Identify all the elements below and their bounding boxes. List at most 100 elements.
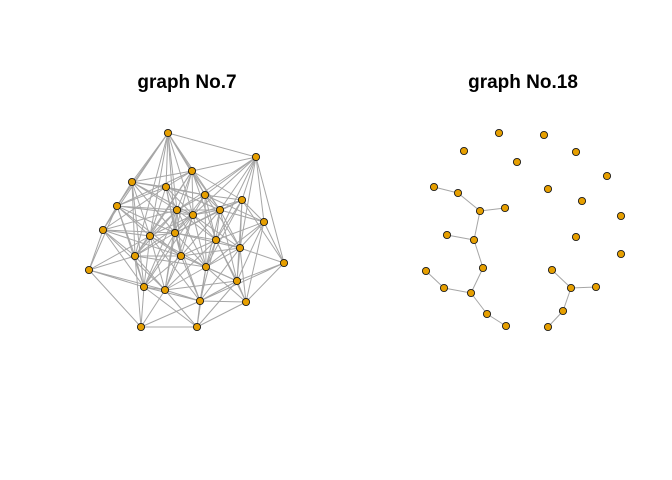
graph-left-edge-8 bbox=[149, 132, 169, 237]
graph-left-node-16 bbox=[130, 251, 140, 261]
graph-left-edge-96 bbox=[180, 209, 221, 257]
graph-right-nodes bbox=[421, 128, 626, 332]
graph-left-edge-65 bbox=[241, 199, 265, 223]
graph-left-edge-24 bbox=[131, 170, 193, 183]
graph-left-node-7 bbox=[112, 201, 122, 211]
graph-left-edge-105 bbox=[192, 214, 207, 268]
graph-right-node-23 bbox=[591, 282, 601, 292]
graph-left-edge-184 bbox=[199, 300, 247, 303]
graph-left-edge-172 bbox=[199, 262, 285, 302]
graph-right-node-21 bbox=[466, 288, 476, 298]
graph-right-node-14 bbox=[469, 235, 479, 245]
graph-right-node-5 bbox=[602, 171, 612, 181]
graph-left-edge-177 bbox=[164, 289, 201, 302]
graph-left-edge-169 bbox=[88, 269, 166, 291]
graph-left-edge-148 bbox=[134, 255, 166, 291]
graph-right-node-10 bbox=[475, 206, 485, 216]
graph-left-edge-123 bbox=[134, 235, 151, 257]
graph-left-edge-85 bbox=[176, 209, 217, 241]
graph-left-edge-186 bbox=[196, 300, 201, 328]
graph-left-edge-19 bbox=[215, 156, 257, 241]
graph-left-edge-74 bbox=[116, 205, 151, 237]
graph-left-edge-3 bbox=[167, 132, 206, 196]
graph-left-edge-152 bbox=[143, 255, 182, 288]
graph-left-edge-113 bbox=[245, 221, 265, 303]
graph-left-edge-34 bbox=[165, 170, 193, 188]
graph-left-edge-101 bbox=[174, 214, 194, 234]
graph-right-node-22 bbox=[566, 283, 576, 293]
graph-left-edge-78 bbox=[116, 205, 194, 216]
graph-right-edge-3 bbox=[473, 210, 481, 241]
graph-right-node-19 bbox=[547, 265, 557, 275]
graph-left-edge-146 bbox=[88, 255, 136, 271]
graph-left-edge-165 bbox=[239, 247, 247, 303]
graph-left-edge-181 bbox=[199, 280, 238, 302]
graph-left-edge-95 bbox=[219, 209, 241, 249]
graph-right-node-25 bbox=[558, 306, 568, 316]
graph-left-edge-45 bbox=[191, 170, 243, 201]
graph-left-edge-171 bbox=[245, 262, 285, 303]
graph-left-edge-136 bbox=[174, 232, 241, 249]
graph-left-node-17 bbox=[176, 251, 186, 261]
graph-right-node-27 bbox=[543, 322, 553, 332]
graph-left-edge-10 bbox=[167, 132, 257, 158]
graph-right-edge-2 bbox=[479, 207, 506, 212]
graph-left-node-5 bbox=[200, 190, 210, 200]
graph-left-node-8 bbox=[172, 205, 182, 215]
graph-left-edge-13 bbox=[191, 156, 257, 172]
graph-left-edge-48 bbox=[191, 170, 194, 216]
graph-right-edge-4 bbox=[446, 234, 475, 241]
graph-left-node-28 bbox=[192, 322, 202, 332]
graph-left-edge-54 bbox=[204, 194, 243, 201]
graph-right-node-15 bbox=[571, 232, 581, 242]
graph-right-node-9 bbox=[577, 196, 587, 206]
graph-left-title: graph No.7 bbox=[137, 72, 237, 93]
graph-left-node-15 bbox=[211, 235, 221, 245]
graph-left-edge-111 bbox=[263, 221, 285, 264]
graph-left-edge-140 bbox=[215, 239, 241, 249]
graph-left-edge-1 bbox=[165, 132, 169, 188]
graph-left-edge-52 bbox=[116, 170, 193, 207]
graph-left-edge-158 bbox=[205, 266, 238, 282]
graph-left-edge-62 bbox=[204, 194, 207, 268]
graph-left-edge-66 bbox=[215, 199, 243, 241]
graph-right-node-24 bbox=[482, 309, 492, 319]
graph-right-node-18 bbox=[478, 263, 488, 273]
graph-right-edge-7 bbox=[443, 287, 472, 294]
graph-left-edges bbox=[88, 132, 285, 328]
graph-left-edge-133 bbox=[174, 232, 207, 268]
graph-left-edge-174 bbox=[140, 286, 145, 328]
graph-left-edge-179 bbox=[164, 289, 198, 328]
graph-left-edge-180 bbox=[164, 280, 238, 291]
graph-left-edge-47 bbox=[191, 170, 221, 211]
graph-left-edge-14 bbox=[204, 156, 257, 196]
graph-right-node-13 bbox=[442, 230, 452, 240]
graph-left-edge-37 bbox=[165, 186, 178, 211]
graph-left-edge-156 bbox=[180, 247, 241, 257]
graph-left-edge-118 bbox=[88, 229, 104, 271]
graph-left-edge-185 bbox=[140, 300, 201, 328]
graph-left-edge-154 bbox=[180, 255, 201, 302]
graph-right-node-1 bbox=[539, 130, 549, 140]
graph-left-edge-99 bbox=[174, 209, 221, 234]
graph-left-edge-183 bbox=[196, 280, 238, 328]
graph-left-edge-77 bbox=[88, 205, 118, 271]
graph-left-node-22 bbox=[139, 282, 149, 292]
graph-left-edge-131 bbox=[134, 232, 176, 257]
graph-left-edge-18 bbox=[255, 156, 265, 223]
graph-left-edge-55 bbox=[176, 194, 206, 211]
graph-left-edge-92 bbox=[192, 209, 221, 216]
graph-right-edge-12 bbox=[570, 286, 597, 289]
graph-right-node-4 bbox=[512, 157, 522, 167]
graph-left-node-19 bbox=[235, 243, 245, 253]
graph-left-node-13 bbox=[145, 231, 155, 241]
graph-left bbox=[84, 128, 289, 332]
graph-left-edge-68 bbox=[241, 199, 285, 264]
graph-left-edge-138 bbox=[180, 239, 217, 257]
graph-left-edge-168 bbox=[88, 269, 142, 328]
graph-left-edge-116 bbox=[102, 229, 176, 234]
graph-left-node-3 bbox=[161, 182, 171, 192]
graph-left-edge-89 bbox=[102, 209, 178, 231]
graph-right-edge-13 bbox=[562, 287, 572, 312]
graph-left-edge-147 bbox=[134, 255, 145, 288]
